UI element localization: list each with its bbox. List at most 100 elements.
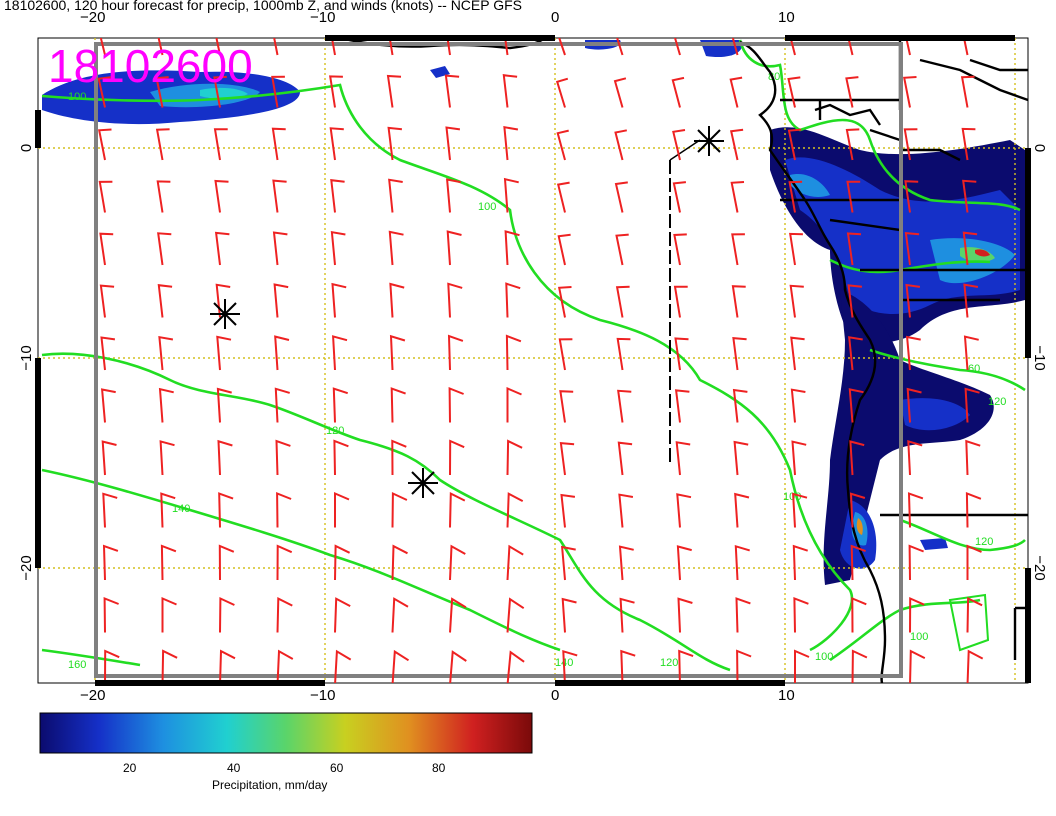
wind-barb (446, 230, 462, 266)
x-tick-label: 10 (778, 9, 795, 26)
wind-barb (561, 597, 577, 633)
wind-barb (903, 76, 917, 108)
wind-barb (503, 177, 519, 213)
wind-barb (391, 597, 409, 633)
wind-barb (99, 284, 115, 318)
wind-barb (505, 334, 522, 371)
wind-barb (449, 439, 465, 476)
wind-barb (389, 282, 405, 318)
x-axis-bottom: −20 −10 0 10 (80, 687, 795, 704)
wind-barb (730, 181, 745, 213)
wind-barb (505, 282, 521, 318)
wind-barb (733, 440, 749, 476)
wind-barb (161, 596, 177, 633)
wind-barb (849, 492, 866, 528)
contour-label: 140 (172, 503, 190, 515)
wind-barb (731, 233, 745, 266)
axis-edge-marks (35, 35, 1031, 686)
contour-label: 100 (478, 201, 496, 213)
contour-label: 100 (910, 631, 928, 643)
wind-barb (556, 129, 569, 161)
wind-barb (216, 335, 232, 371)
y-tick-label: 0 (18, 144, 35, 152)
wind-barb (620, 649, 636, 683)
wind-barb (272, 179, 287, 213)
wind-barb (966, 544, 982, 580)
wind-barb (446, 38, 451, 56)
wind-barb (276, 492, 292, 528)
wind-barb (329, 75, 343, 108)
wind-barb (217, 439, 233, 476)
wind-barb (276, 649, 294, 683)
wind-barb (161, 649, 178, 683)
wind-barb (619, 597, 635, 633)
wind-barb (789, 284, 804, 318)
wind-barb (214, 179, 229, 213)
contour-label: 100 (68, 91, 86, 103)
wind-barb (848, 388, 864, 423)
contour-label: 120 (975, 536, 993, 548)
wind-barb (963, 283, 979, 318)
wind-barb (155, 128, 170, 161)
colorbar-tick-label: 20 (123, 761, 137, 775)
wind-barb (504, 230, 520, 266)
wind-barb (159, 440, 175, 476)
wind-barb (99, 38, 106, 56)
wind-barb (104, 649, 120, 683)
wind-barb (389, 334, 406, 371)
wind-barb (334, 649, 352, 683)
wind-barb (98, 128, 112, 161)
wind-barb (560, 545, 576, 581)
wind-barb (618, 493, 634, 528)
contour-label: 60 (968, 363, 980, 375)
wind-barb (734, 544, 750, 581)
wind-barb (503, 125, 519, 161)
wind-barb (908, 544, 924, 581)
wind-barb (386, 74, 402, 108)
wind-barb (732, 388, 748, 423)
wind-barb (794, 649, 810, 683)
wind-barb (558, 38, 566, 56)
wind-barb (557, 233, 571, 266)
wind-barb (506, 597, 525, 633)
wind-barb (329, 127, 344, 161)
wind-barb (676, 545, 692, 581)
wind-barb (617, 441, 633, 476)
wind-barb (333, 439, 349, 476)
wind-barb (504, 38, 509, 56)
wind-barb (219, 649, 236, 683)
wind-barb (559, 441, 575, 476)
wind-barb (160, 544, 177, 581)
wind-barb (219, 596, 235, 633)
wind-barb (330, 230, 346, 266)
wind-barb (735, 597, 751, 633)
wind-barb (909, 596, 925, 633)
wind-barb (677, 597, 693, 633)
wind-barb (388, 230, 404, 266)
wind-barb (215, 38, 221, 56)
wind-barb (673, 38, 681, 56)
wind-barb (558, 286, 572, 318)
lat-lon-grid (38, 38, 1028, 683)
wind-barb (556, 181, 570, 213)
wind-barb (849, 440, 865, 476)
wind-barb (674, 337, 689, 371)
wind-barb (391, 649, 410, 683)
wind-barb (846, 180, 861, 213)
wind-barb (851, 649, 868, 683)
wind-barb (615, 285, 630, 318)
wind-barb (847, 284, 863, 318)
wind-barb (671, 76, 685, 108)
wind-barb (789, 232, 803, 266)
wind-barb (675, 441, 691, 476)
wind-barb (502, 74, 518, 108)
wind-barb (506, 650, 525, 683)
wind-barb (845, 76, 859, 108)
wind-barb (99, 232, 114, 266)
wind-barb (851, 596, 867, 633)
wind-barb (213, 128, 228, 161)
wind-barb (907, 492, 924, 528)
wind-barb (334, 491, 350, 528)
wind-barb (449, 544, 466, 581)
wind-barb (672, 129, 686, 161)
